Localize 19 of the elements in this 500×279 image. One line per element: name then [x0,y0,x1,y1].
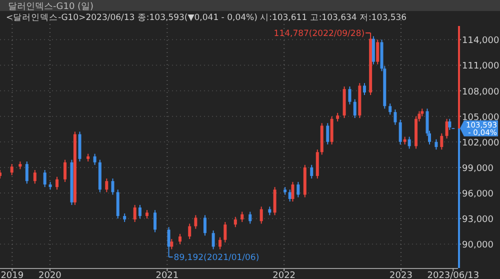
y-tick-label: 90,000 [462,240,494,251]
x-tick-label: 2021 [156,271,179,279]
y-tick-label: 99,000 [462,164,494,174]
x-tick-label: 2022 [272,271,296,279]
x-tick-label: 2019 [0,271,24,279]
y-tick-label: 108,000 [462,87,500,98]
chart-subtitle: <달러인덱스-G10>2023/06/13 종:103,593(▼0,041 - 0,04%) 시:103,611 고:103,634 저:103,536 [6,13,407,23]
y-tick-label: 102,000 [462,138,500,148]
chart-title: 달러인덱스-G10 (일) [8,2,94,12]
y-tick-label: 111,000 [462,62,500,72]
y-tick-label: 93,000 [462,215,494,226]
annotation: 114,787(2022/09/28) [274,28,365,39]
y-tick-label: 96,000 [462,190,494,200]
y-tick-label: 114,000 [462,36,500,46]
x-tick-label: 2023/06/13 [427,271,480,279]
x-tick-label: 2020 [38,271,62,279]
annotation: 89,192(2021/01/06) [174,253,260,264]
y-tick-label: 105,000 [462,112,500,123]
x-tick-label: 2023 [390,271,412,279]
